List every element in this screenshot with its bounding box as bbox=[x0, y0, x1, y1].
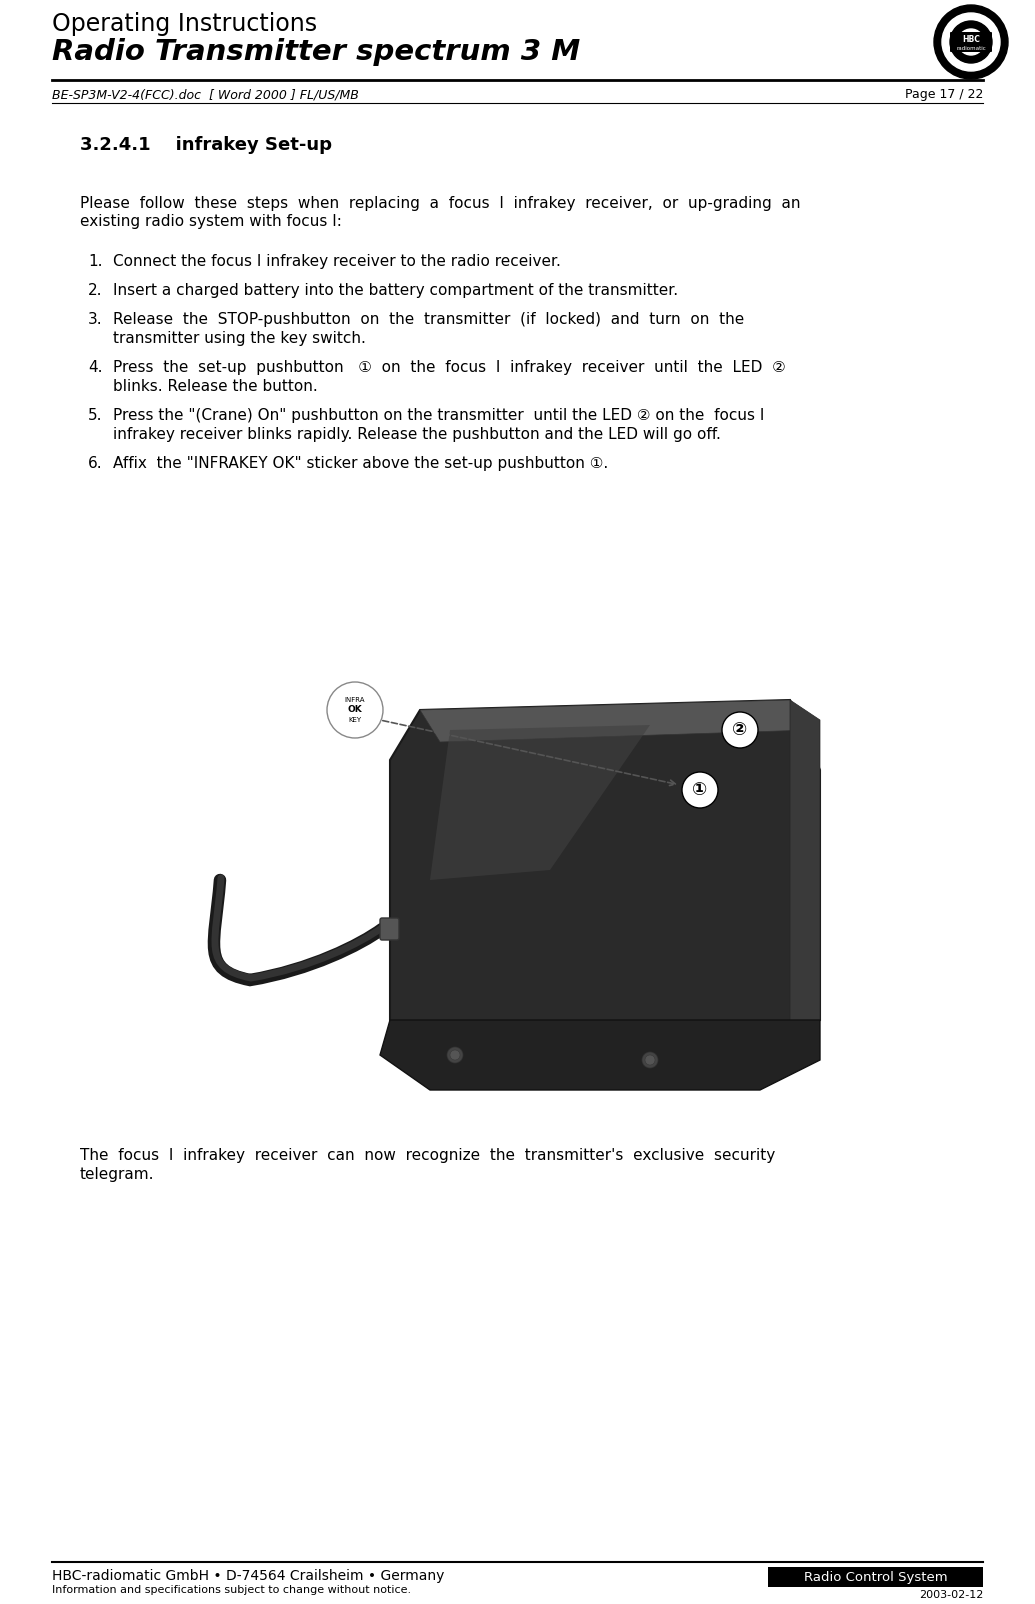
Text: Radio Transmitter spectrum 3 M: Radio Transmitter spectrum 3 M bbox=[52, 38, 581, 66]
Polygon shape bbox=[430, 725, 650, 881]
Text: Press  the  set-up  pushbutton   ①  on  the  focus  I  infrakey  receiver  until: Press the set-up pushbutton ① on the foc… bbox=[113, 359, 786, 375]
Text: 1.: 1. bbox=[88, 253, 102, 269]
Text: BE-SP3M-V2-4(FCC).doc  [ Word 2000 ] FL/US/MB: BE-SP3M-V2-4(FCC).doc [ Word 2000 ] FL/U… bbox=[52, 88, 359, 101]
Text: Operating Instructions: Operating Instructions bbox=[52, 11, 317, 35]
Text: blinks. Release the button.: blinks. Release the button. bbox=[113, 379, 318, 395]
Text: HBC-radiomatic GmbH • D-74564 Crailsheim • Germany: HBC-radiomatic GmbH • D-74564 Crailsheim… bbox=[52, 1569, 444, 1583]
Text: ①: ① bbox=[692, 781, 708, 799]
Circle shape bbox=[934, 5, 1008, 79]
Text: radiomatic: radiomatic bbox=[956, 45, 986, 50]
Text: Press the "(Crane) On" pushbutton on the transmitter  until the LED ② on the  fo: Press the "(Crane) On" pushbutton on the… bbox=[113, 407, 765, 423]
Circle shape bbox=[447, 1047, 463, 1063]
Text: Release  the  STOP-pushbutton  on  the  transmitter  (if  locked)  and  turn  on: Release the STOP-pushbutton on the trans… bbox=[113, 313, 744, 327]
FancyBboxPatch shape bbox=[380, 917, 400, 940]
Circle shape bbox=[942, 13, 1000, 71]
Polygon shape bbox=[790, 699, 820, 1051]
Text: Information and specifications subject to change without notice.: Information and specifications subject t… bbox=[52, 1585, 411, 1594]
Text: Radio Control System: Radio Control System bbox=[804, 1570, 947, 1583]
Text: existing radio system with focus I:: existing radio system with focus I: bbox=[80, 213, 342, 229]
Text: HBC: HBC bbox=[963, 35, 980, 45]
Text: OK: OK bbox=[348, 706, 362, 714]
FancyBboxPatch shape bbox=[768, 1567, 983, 1586]
Text: 2003-02-12: 2003-02-12 bbox=[919, 1590, 983, 1601]
Circle shape bbox=[645, 1055, 655, 1065]
Circle shape bbox=[958, 29, 984, 55]
Circle shape bbox=[722, 712, 758, 747]
Text: The  focus  I  infrakey  receiver  can  now  recognize  the  transmitter's  excl: The focus I infrakey receiver can now re… bbox=[80, 1148, 775, 1163]
Text: Connect the focus I infrakey receiver to the radio receiver.: Connect the focus I infrakey receiver to… bbox=[113, 253, 561, 269]
Polygon shape bbox=[390, 699, 820, 1079]
Text: telegram.: telegram. bbox=[80, 1168, 154, 1182]
Text: transmitter using the key switch.: transmitter using the key switch. bbox=[113, 330, 366, 346]
Text: 6.: 6. bbox=[88, 456, 102, 472]
Text: Insert a charged battery into the battery compartment of the transmitter.: Insert a charged battery into the batter… bbox=[113, 282, 678, 298]
Polygon shape bbox=[380, 1020, 820, 1091]
Text: infrakey receiver blinks rapidly. Release the pushbutton and the LED will go off: infrakey receiver blinks rapidly. Releas… bbox=[113, 427, 720, 443]
Text: 2.: 2. bbox=[88, 282, 102, 298]
Text: KEY: KEY bbox=[349, 717, 361, 723]
FancyArrowPatch shape bbox=[383, 720, 676, 786]
Text: 4.: 4. bbox=[88, 359, 102, 375]
Polygon shape bbox=[420, 699, 810, 743]
Circle shape bbox=[450, 1051, 460, 1060]
Text: Affix  the "INFRAKEY OK" sticker above the set-up pushbutton ①.: Affix the "INFRAKEY OK" sticker above th… bbox=[113, 456, 609, 472]
Text: 3.: 3. bbox=[88, 313, 102, 327]
Circle shape bbox=[642, 1052, 658, 1068]
Text: ②: ② bbox=[733, 722, 747, 739]
Text: Please  follow  these  steps  when  replacing  a  focus  I  infrakey  receiver, : Please follow these steps when replacing… bbox=[80, 196, 800, 212]
Circle shape bbox=[950, 21, 992, 63]
Text: INFRA: INFRA bbox=[345, 698, 365, 703]
Circle shape bbox=[327, 682, 383, 738]
FancyBboxPatch shape bbox=[950, 32, 992, 51]
Text: 3.2.4.1    infrakey Set-up: 3.2.4.1 infrakey Set-up bbox=[80, 136, 332, 154]
Text: Page 17 / 22: Page 17 / 22 bbox=[905, 88, 983, 101]
Text: 5.: 5. bbox=[88, 407, 102, 423]
Circle shape bbox=[682, 772, 718, 808]
